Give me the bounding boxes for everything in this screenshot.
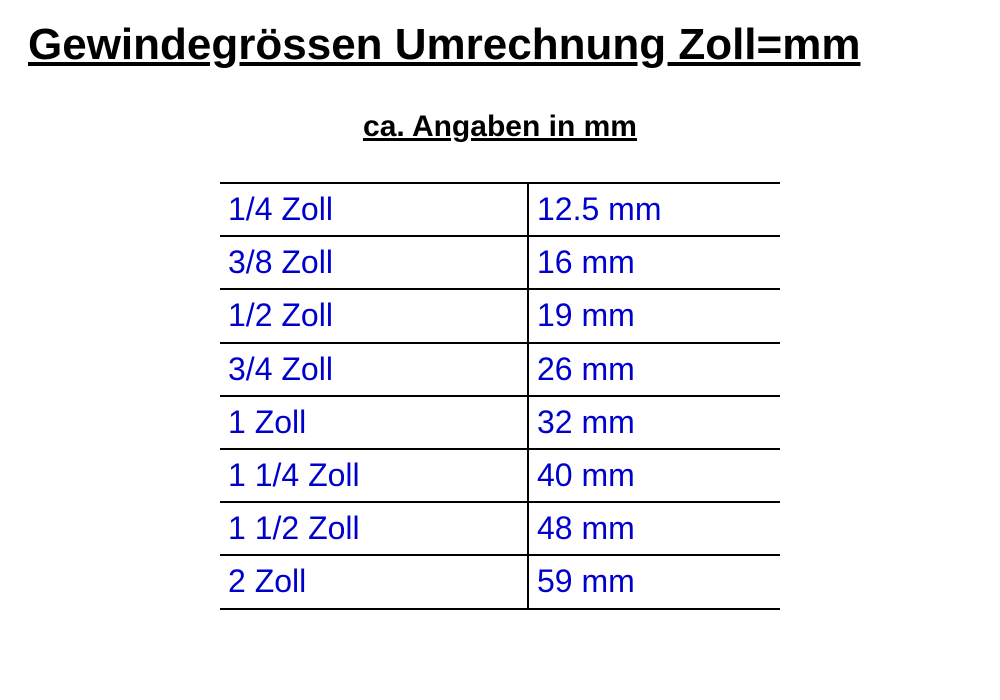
cell-mm: 12.5 mm: [528, 183, 780, 236]
table-row: 3/8 Zoll 16 mm: [220, 236, 780, 289]
cell-mm: 59 mm: [528, 555, 780, 608]
cell-mm: 40 mm: [528, 449, 780, 502]
cell-zoll: 1/2 Zoll: [220, 289, 528, 342]
page-subtitle: ca. Angaben in mm: [0, 110, 1000, 144]
cell-zoll: 2 Zoll: [220, 555, 528, 608]
cell-mm: 26 mm: [528, 343, 780, 396]
table-row: 1 1/2 Zoll 48 mm: [220, 502, 780, 555]
cell-zoll: 1 Zoll: [220, 396, 528, 449]
table-row: 1/2 Zoll 19 mm: [220, 289, 780, 342]
table-row: 1 1/4 Zoll 40 mm: [220, 449, 780, 502]
cell-zoll: 1 1/2 Zoll: [220, 502, 528, 555]
cell-mm: 16 mm: [528, 236, 780, 289]
table-row: 2 Zoll 59 mm: [220, 555, 780, 608]
table-row: 1 Zoll 32 mm: [220, 396, 780, 449]
table-row: 1/4 Zoll 12.5 mm: [220, 183, 780, 236]
cell-zoll: 1 1/4 Zoll: [220, 449, 528, 502]
table-row: 3/4 Zoll 26 mm: [220, 343, 780, 396]
cell-zoll: 3/8 Zoll: [220, 236, 528, 289]
table-container: 1/4 Zoll 12.5 mm 3/8 Zoll 16 mm 1/2 Zoll…: [0, 182, 1000, 610]
cell-mm: 19 mm: [528, 289, 780, 342]
page-container: Gewindegrössen Umrechnung Zoll=mm ca. An…: [0, 0, 1000, 700]
page-title: Gewindegrössen Umrechnung Zoll=mm: [0, 20, 1000, 70]
cell-mm: 48 mm: [528, 502, 780, 555]
cell-mm: 32 mm: [528, 396, 780, 449]
cell-zoll: 3/4 Zoll: [220, 343, 528, 396]
cell-zoll: 1/4 Zoll: [220, 183, 528, 236]
conversion-table: 1/4 Zoll 12.5 mm 3/8 Zoll 16 mm 1/2 Zoll…: [220, 182, 780, 610]
